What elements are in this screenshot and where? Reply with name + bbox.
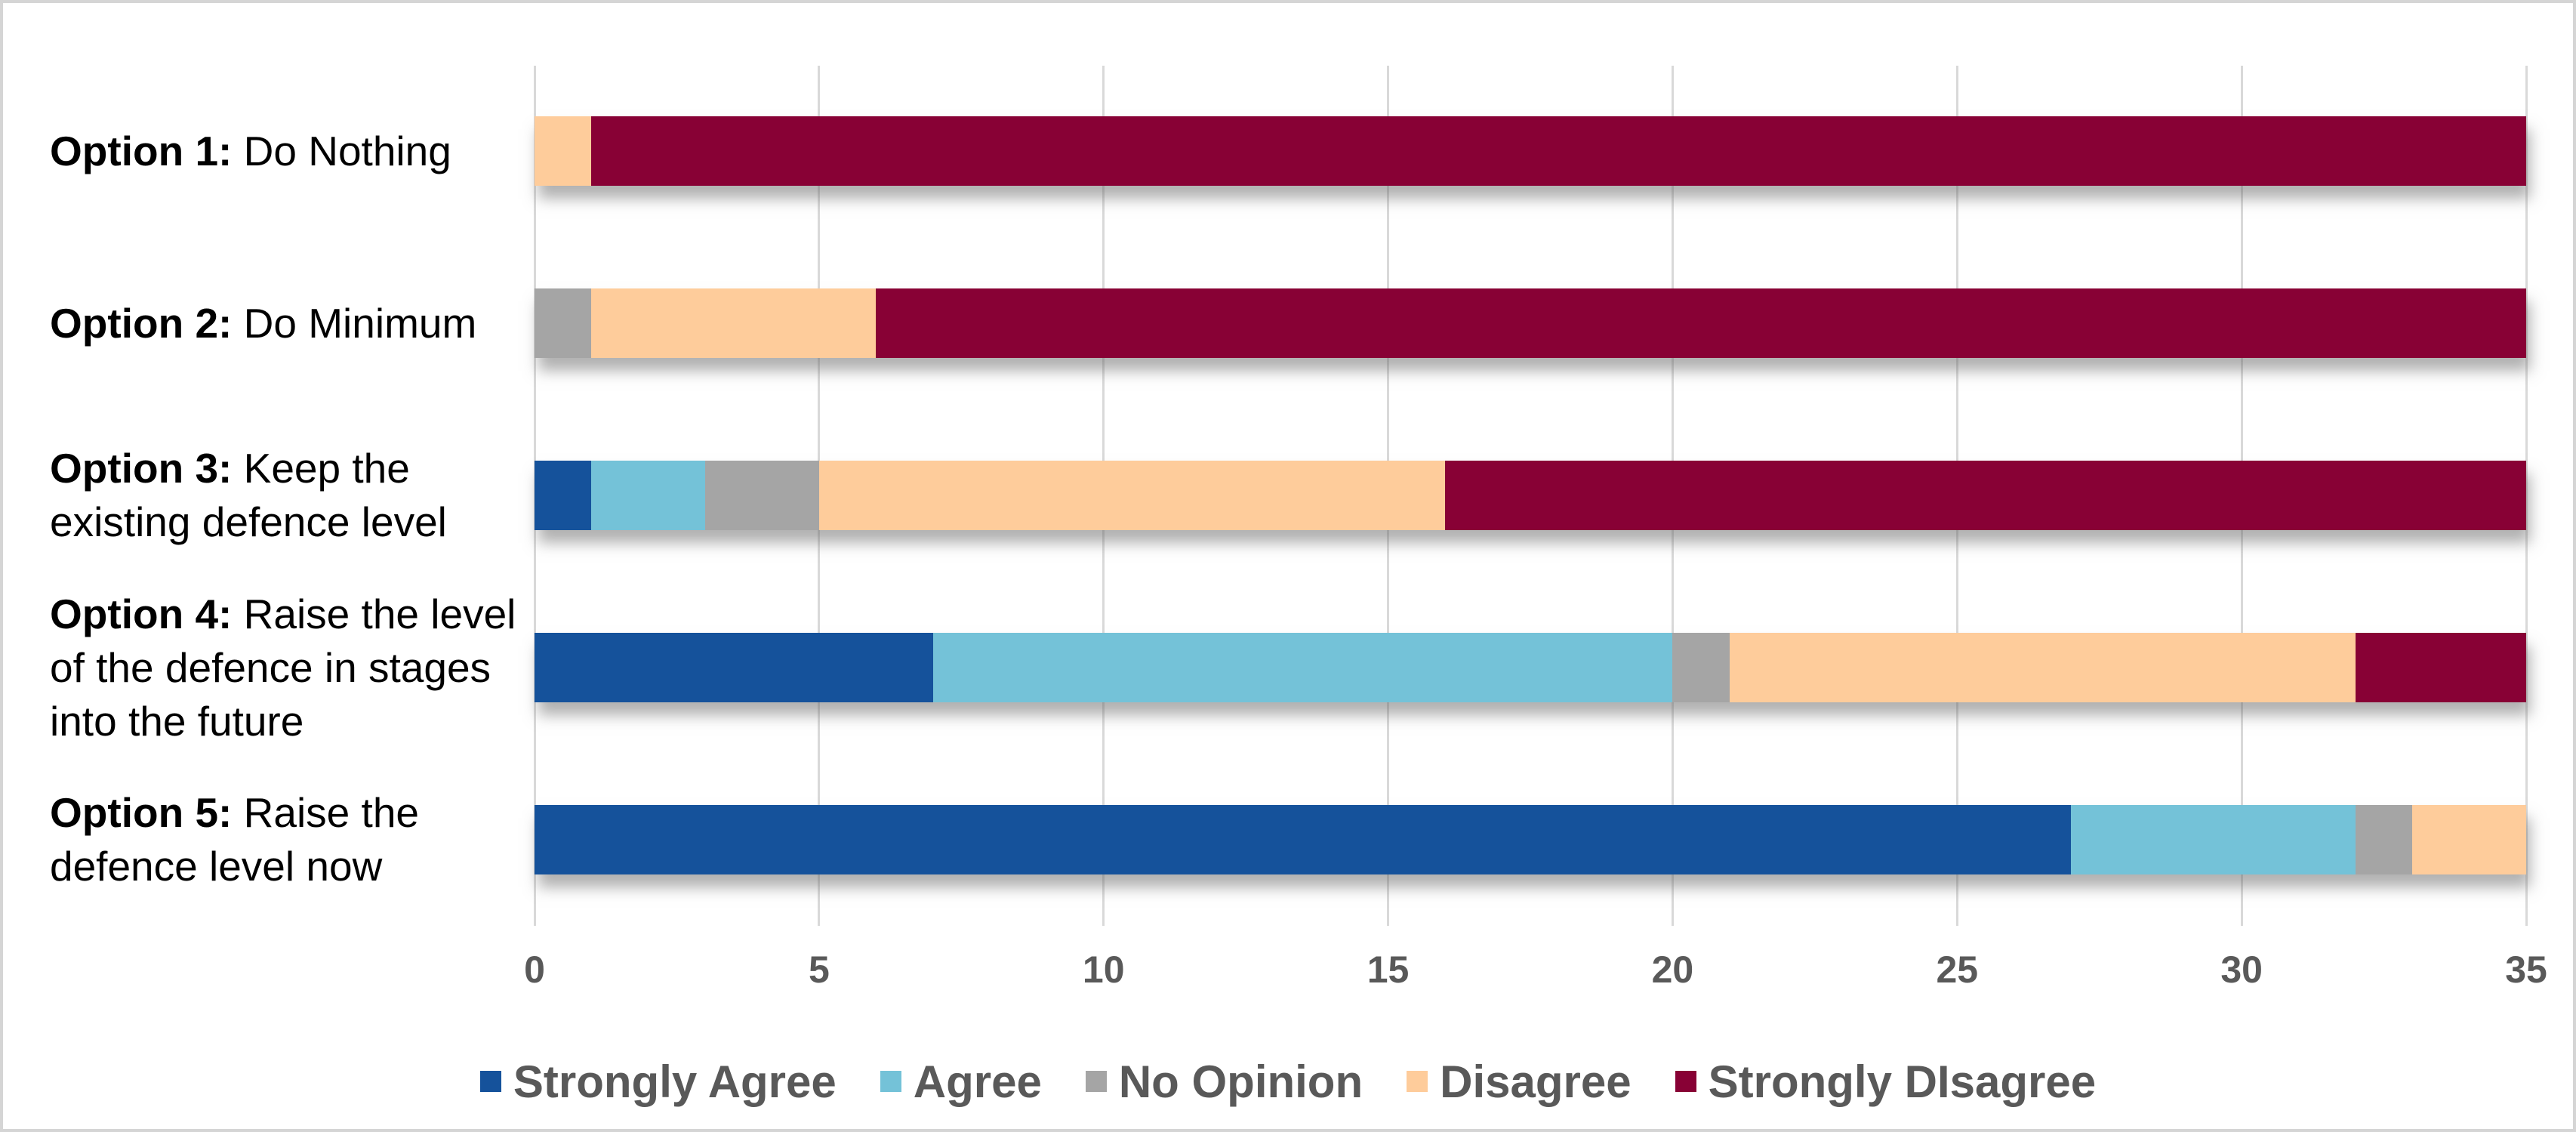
legend-label: Agree [913, 1056, 1042, 1107]
category-label-5: Option 5: Raise the defence level now [50, 755, 552, 924]
x-tick-label-5: 5 [808, 948, 830, 991]
category-label-4: Option 4: Raise the level of the defence… [50, 583, 552, 752]
bar-segment-strongly-disagree [876, 288, 2526, 358]
legend-label: Strongly DIsagree [1708, 1056, 2097, 1107]
category-label-2: Option 2: Do Minimum [50, 239, 552, 408]
legend-item-agree: Agree [880, 1056, 1042, 1108]
category-label-text: Keep the existing defence level [50, 445, 447, 545]
category-label-3: Option 3: Keep the existing defence leve… [50, 411, 552, 580]
legend-marker-icon [1085, 1071, 1107, 1092]
category-label-1: Option 1: Do Nothing [50, 66, 552, 236]
category-label-bold: Option 2: [50, 299, 233, 347]
legend-marker-icon [1675, 1071, 1696, 1092]
legend-marker-icon [479, 1071, 501, 1092]
category-label-bold: Option 1: [50, 127, 233, 174]
bar-segment-no-opinion [1672, 633, 1730, 702]
legend-label: Disagree [1440, 1056, 1632, 1107]
bar-segment-no-opinion [535, 288, 592, 358]
bar-row-3 [535, 461, 2526, 530]
x-tick-label-10: 10 [1082, 948, 1125, 991]
x-tick-label-15: 15 [1367, 948, 1410, 991]
bar-segment-disagree [1729, 633, 2356, 702]
legend-marker-icon [880, 1071, 901, 1092]
x-tick-label-30: 30 [2220, 948, 2263, 991]
bar-segment-strongly-agree [535, 461, 592, 530]
category-label-bold: Option 3: [50, 445, 233, 492]
bar-segment-agree [591, 461, 706, 530]
x-tick-label-20: 20 [1651, 948, 1694, 991]
legend-label: Strongly Agree [513, 1056, 837, 1107]
legend-item-disagree: Disagree [1407, 1056, 1632, 1108]
bar-row-1 [535, 116, 2526, 186]
gridline-35 [2525, 66, 2528, 926]
bar-segment-disagree [535, 116, 592, 186]
legend-label: No Opinion [1118, 1056, 1363, 1107]
category-label-text: Raise the level of the defence in stages… [50, 590, 516, 745]
category-label-bold: Option 4: [50, 590, 233, 637]
bar-segment-disagree [818, 461, 1445, 530]
bar-segment-no-opinion [2355, 805, 2413, 874]
bar-segment-strongly-disagree [2355, 633, 2526, 702]
legend: Strongly Agree Agree No Opinion Disagree Str… [3, 1056, 2573, 1107]
category-label-text: Raise the defence level now [50, 789, 419, 890]
category-label-bold: Option 5: [50, 789, 233, 836]
bar-segment-strongly-disagree [591, 116, 2526, 186]
bar-segment-disagree [591, 288, 877, 358]
category-label-text: Do Minimum [232, 299, 477, 347]
legend-marker-icon [1407, 1071, 1428, 1092]
bar-segment-strongly-agree [535, 805, 2072, 874]
legend-item-strongly-agree: Strongly Agree [479, 1056, 837, 1108]
bar-segment-disagree [2412, 805, 2526, 874]
bar-segment-strongly-disagree [1444, 461, 2526, 530]
bar-row-4 [535, 633, 2526, 702]
bar-segment-strongly-agree [535, 633, 933, 702]
category-label-text: Do Nothing [232, 127, 451, 174]
bar-segment-agree [932, 633, 1673, 702]
x-tick-label-0: 0 [524, 948, 545, 991]
bar-row-2 [535, 288, 2526, 358]
x-tick-label-25: 25 [1936, 948, 1979, 991]
bar-segment-no-opinion [705, 461, 819, 530]
bar-row-5 [535, 805, 2526, 874]
legend-item-no-opinion: No Opinion [1085, 1056, 1363, 1108]
bar-segment-agree [2071, 805, 2356, 874]
legend-item-strongly-disagree: Strongly DIsagree [1675, 1056, 2097, 1108]
x-tick-label-35: 35 [2505, 948, 2547, 991]
